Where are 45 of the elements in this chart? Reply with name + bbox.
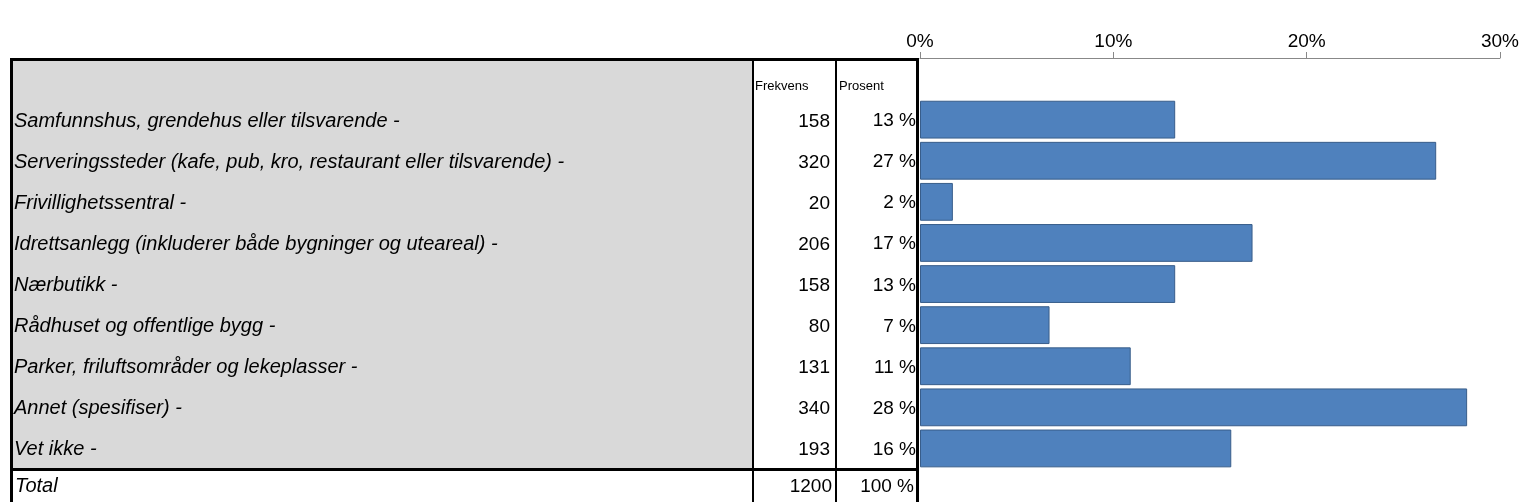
text: 1200 [788, 474, 832, 498]
y-tick-label: Annet (spesifiser) - [13, 396, 183, 419]
x2-tick-label: 0% [906, 30, 934, 51]
data-label: 13 % [872, 273, 917, 295]
y-tick-label: Rådhuset og offentlige bygg - [14, 314, 276, 337]
text: 158 [797, 109, 830, 133]
y-tick-label: Serveringssteder (kafe, pub, kro, restaurant eller tilsvarende) - [14, 149, 565, 172]
x2-tick-label: 30% [1480, 30, 1520, 51]
bar [920, 347, 1131, 386]
data-label: 28 % [872, 396, 917, 418]
text: Total [15, 473, 59, 498]
y-tick-label: Parker, friluftsområder og lekeplasser - [14, 355, 358, 378]
bar [920, 306, 1050, 345]
data-label: 7 % [883, 314, 917, 336]
bar [920, 429, 1232, 468]
text: 100 % [859, 474, 914, 498]
text: 320 [797, 150, 830, 174]
bar [920, 388, 1468, 427]
data-label: 2 % [883, 191, 917, 213]
bar [920, 100, 1176, 139]
bar [920, 182, 953, 221]
text: 340 [797, 396, 830, 420]
text: Frekvens [755, 77, 810, 95]
text: 206 [797, 232, 830, 256]
data-label: 13 % [872, 109, 917, 131]
text: Prosent [839, 77, 885, 95]
y-tick-label: Frivillighetssentral - [14, 190, 187, 213]
y-tick-label: Samfunnshus, grendehus eller tilsvarende - [14, 108, 401, 131]
data-label: 17 % [872, 232, 917, 254]
text: 80 [807, 314, 830, 338]
bar [920, 265, 1176, 303]
text: 20 [807, 191, 830, 215]
x2-tick-label: 10% [1094, 30, 1133, 51]
text: 193 [797, 437, 830, 461]
data-label: 11 % [874, 355, 917, 377]
text: 131 [797, 355, 830, 379]
bar [920, 224, 1253, 262]
data-label: 27 % [872, 150, 917, 172]
y-tick-label: Nærbutikk - [14, 273, 118, 296]
x2-tick-label: 20% [1287, 30, 1326, 51]
bar [920, 141, 1437, 180]
y-tick-label: Idrettsanlegg (inkluderer både bygninger og uteareal) - [14, 231, 498, 254]
y-tick-label: Vet ikke - [14, 437, 97, 460]
text: 158 [797, 273, 830, 297]
data-label: 16 % [872, 437, 917, 459]
